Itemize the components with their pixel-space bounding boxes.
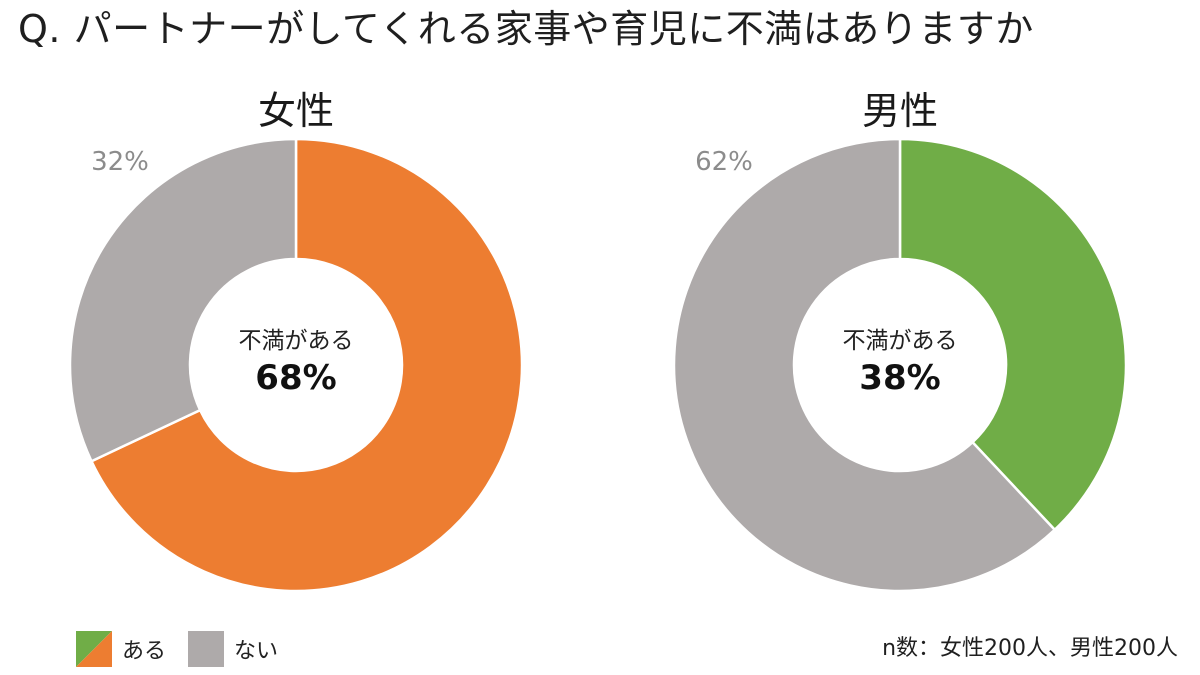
legend-swatch-aru [76,631,112,667]
center-label: 不満がある [843,328,958,354]
slice-label-nai: 62% [695,147,753,177]
legend-swatch-nai-gray [188,631,225,667]
legend-swatch-nai [188,631,225,667]
slice-aru [898,137,1128,532]
donut-chart-male: 62% 不満がある 38% [672,137,1128,593]
sample-size-note: n数：女性200人、男性200人 [882,636,1178,661]
chart-title-female: 女性 [257,89,334,133]
page-title: Q. パートナーがしてくれる家事や育児に不満はありますか [18,7,1034,51]
slice-aru [89,137,524,593]
legend-swatch-aru-orange [76,631,112,667]
slice-label-nai: 32% [91,147,149,177]
chart-male: 男性 62% 不満がある 38% [660,84,1140,604]
chart-title-male: 男性 [861,89,938,133]
slice-nai [672,137,1057,593]
chart-female: 女性 32% 不満がある 68% [56,84,536,604]
legend-label-aru: ある [122,639,167,664]
center-value: 68% [255,358,336,398]
center-label: 不満がある [239,328,354,354]
legend: ある ない [76,630,300,668]
slice-nai [68,137,298,463]
donut-chart-female: 32% 不満がある 68% [68,137,524,593]
center-value: 38% [859,358,940,398]
legend-label-nai: ない [234,639,279,664]
